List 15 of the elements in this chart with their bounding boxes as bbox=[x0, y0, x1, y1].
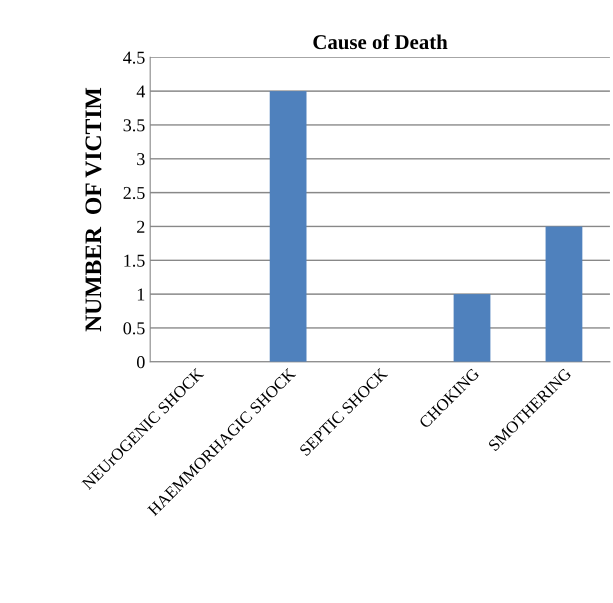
y-tick-label: 0 bbox=[136, 356, 145, 368]
y-tick-label: 2.5 bbox=[124, 186, 145, 200]
bar bbox=[454, 294, 490, 362]
y-tick-label: 1.5 bbox=[124, 254, 145, 267]
bar bbox=[270, 91, 306, 362]
y-tick-label: 3 bbox=[137, 153, 145, 166]
y-tick-label: 3.5 bbox=[124, 119, 145, 132]
y-tick-label: 2 bbox=[137, 220, 144, 233]
y-axis-title: NUMBER OF VICTIM bbox=[85, 88, 102, 332]
y-tick-label: 4 bbox=[136, 86, 146, 98]
y-tick-label: 4.5 bbox=[123, 52, 145, 64]
chart-title: Cause of Death bbox=[313, 34, 448, 50]
bar bbox=[546, 226, 582, 362]
y-tick-label: 1 bbox=[138, 288, 144, 300]
y-tick-label: 0.5 bbox=[123, 322, 145, 334]
